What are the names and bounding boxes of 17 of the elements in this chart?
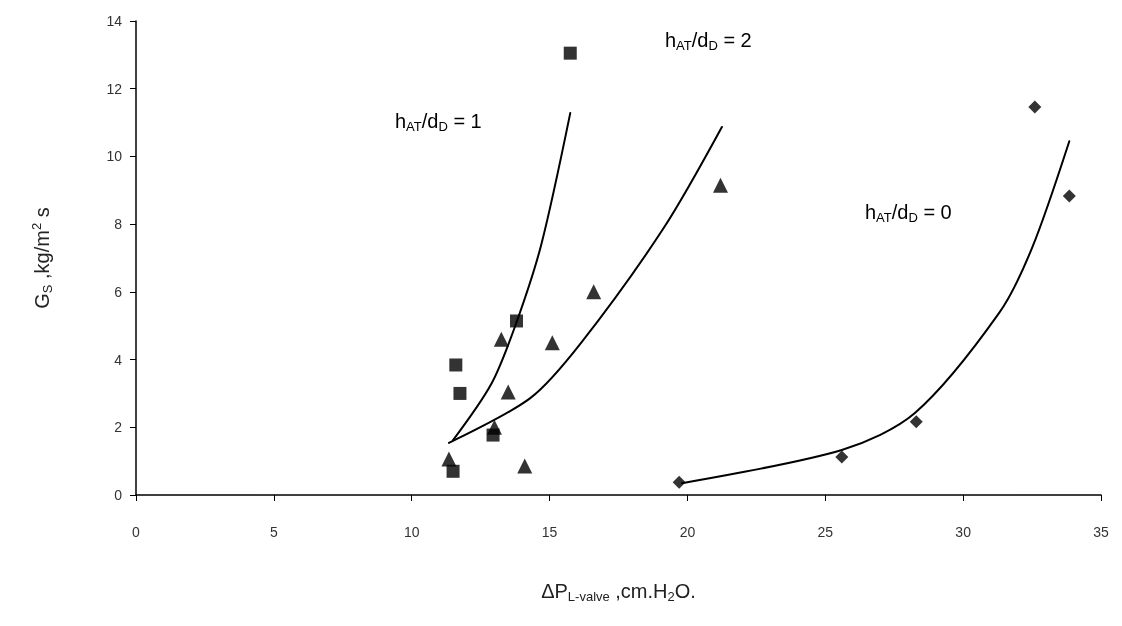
x-tick-label: 0 [132,524,141,540]
x-tick-label: 10 [403,524,420,540]
y-tick-label: 10 [106,148,123,165]
x-tick-label: 30 [955,524,972,540]
y-tick-label: 6 [114,283,123,300]
y-tick-label: 12 [106,80,123,97]
y-tick-label: 4 [114,351,123,368]
y-tick-label: 8 [114,216,123,233]
x-tick-label: 25 [817,524,834,540]
x-tick-label: 15 [541,524,558,540]
y-tick-label: 2 [114,419,123,436]
y-tick-label: 0 [114,487,123,503]
y-axis-title: GS ,kg/m2 s [28,207,55,309]
x-tick-label: 35 [1093,524,1109,540]
x-tick-label: 20 [679,524,696,540]
y-tick-label: 14 [106,13,123,29]
x-tick-label: 5 [269,524,278,540]
